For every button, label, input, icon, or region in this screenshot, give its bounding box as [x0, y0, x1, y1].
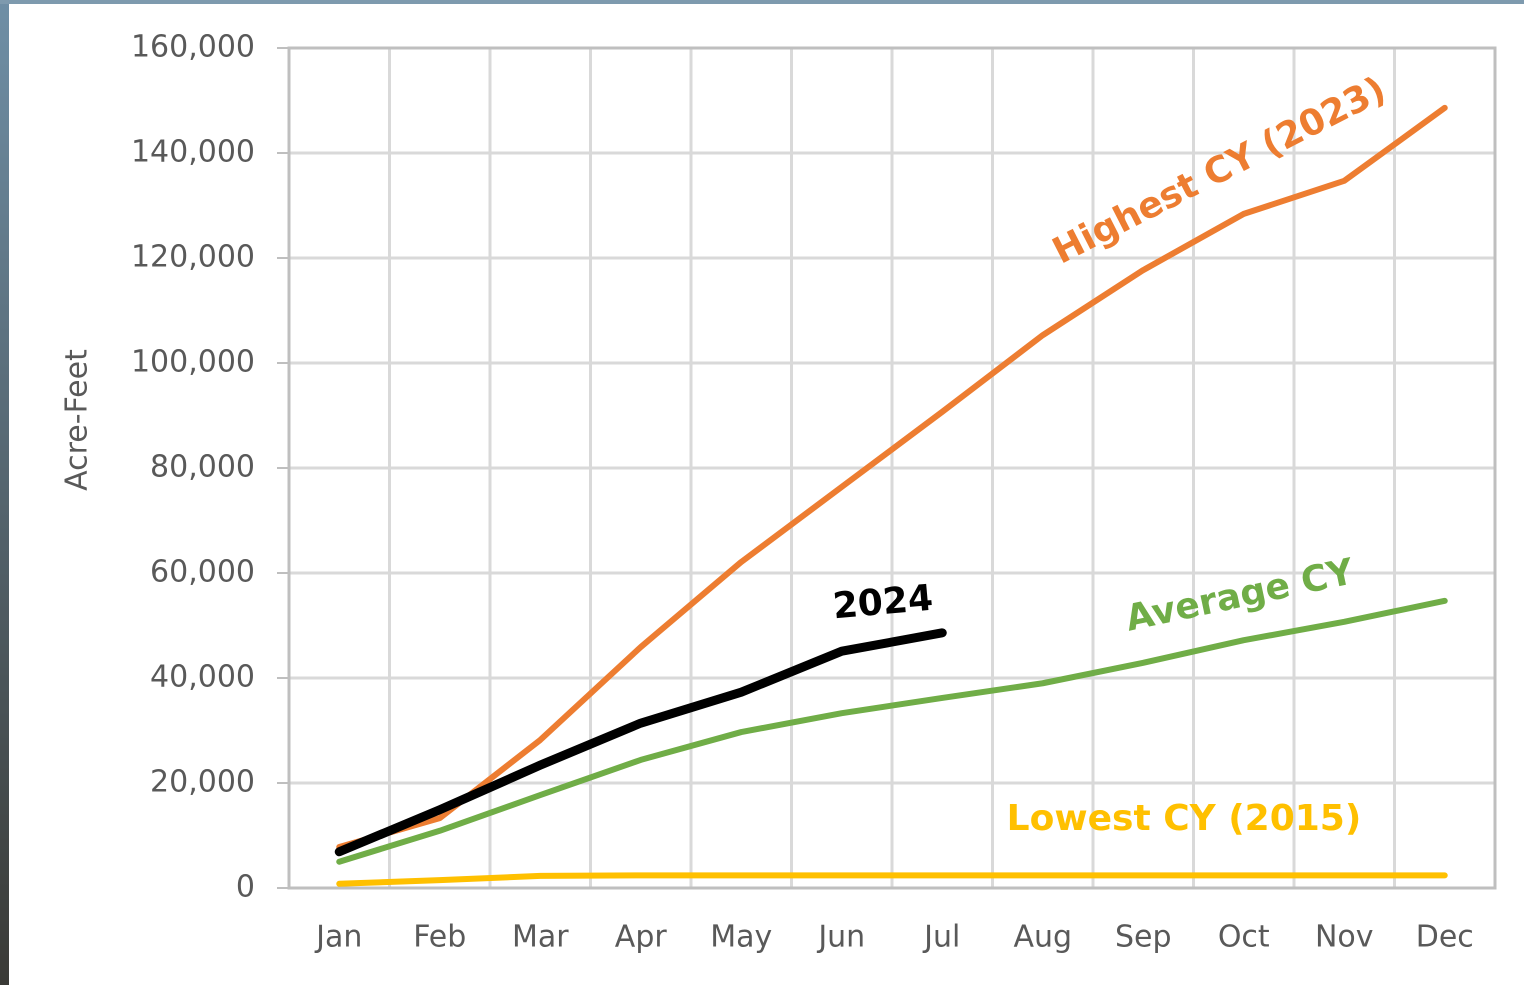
y-tick-label: 60,000	[150, 555, 255, 590]
y-tick-label: 40,000	[150, 660, 255, 695]
x-tick-label: Jun	[816, 920, 865, 955]
x-tick-label: May	[710, 920, 772, 955]
photo-edge	[0, 0, 1524, 4]
y-tick-label: 20,000	[150, 765, 255, 800]
photo-edge	[0, 0, 9, 985]
y-tick-label: 160,000	[131, 30, 255, 65]
x-tick-label: Apr	[615, 920, 668, 955]
page: Acre-Feet 0 20,000 40,000 60,000 80,000 100,0…	[0, 0, 1524, 985]
x-tick-label: Aug	[1013, 920, 1072, 955]
y-tick-label: 0	[236, 870, 255, 905]
series-label: Lowest CY (2015)	[1007, 798, 1362, 839]
x-tick-label: Mar	[512, 920, 569, 955]
x-tick-label: Sep	[1115, 920, 1172, 955]
x-tick-label: Jul	[922, 920, 960, 955]
x-tick-label: Dec	[1416, 920, 1474, 955]
y-tick-label: 120,000	[131, 240, 255, 275]
chart: Acre-Feet 0 20,000 40,000 60,000 80,000 100,0…	[0, 0, 1524, 985]
series-label: 2024	[831, 578, 934, 628]
y-tick-label: 100,000	[131, 345, 255, 380]
y-tick-label: 140,000	[131, 135, 255, 170]
x-tick-label: Oct	[1218, 920, 1270, 955]
y-tick-label: 80,000	[150, 450, 255, 485]
x-tick-label: Nov	[1315, 920, 1374, 955]
y-axis-title: Acre-Feet	[60, 349, 95, 491]
x-tick-label: Jan	[314, 920, 362, 955]
x-tick-label: Feb	[413, 920, 466, 955]
